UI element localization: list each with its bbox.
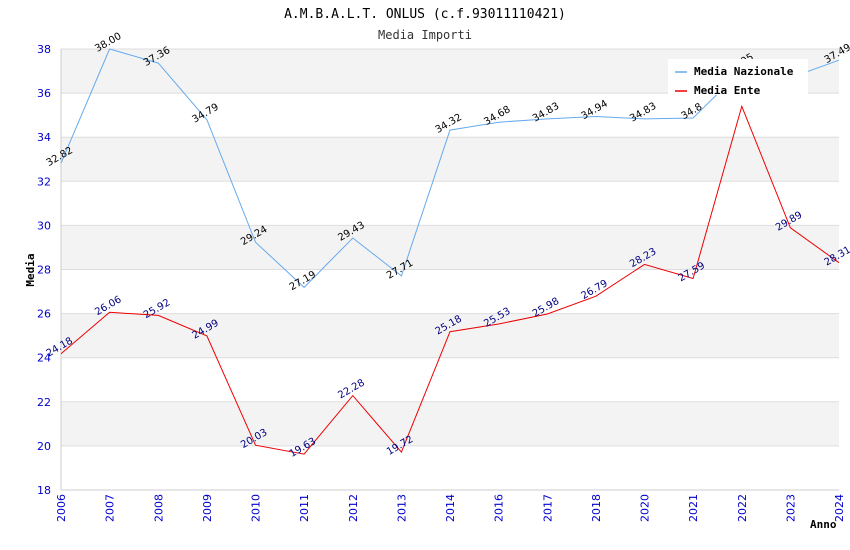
background-band bbox=[61, 181, 839, 226]
background-band bbox=[61, 357, 839, 402]
legend: Media Nazionale Media Ente bbox=[668, 59, 808, 97]
x-tick-label: 2008 bbox=[152, 494, 165, 522]
y-tick-label: 24 bbox=[37, 352, 51, 365]
background-bands bbox=[61, 49, 839, 490]
x-tick-label: 2020 bbox=[639, 494, 652, 522]
x-tick-label: 2022 bbox=[736, 494, 749, 522]
x-tick-label: 2024 bbox=[833, 494, 846, 522]
axes bbox=[60, 49, 839, 491]
background-band bbox=[61, 445, 839, 490]
x-tick-label: 2023 bbox=[784, 494, 797, 522]
series-lines bbox=[60, 48, 840, 455]
x-tick-label: 2013 bbox=[395, 494, 408, 522]
y-tick-label: 26 bbox=[37, 308, 51, 321]
x-tick-label: 2017 bbox=[541, 494, 554, 522]
background-band bbox=[61, 401, 839, 446]
x-tick-label: 2011 bbox=[298, 494, 311, 522]
x-tick-label: 2014 bbox=[444, 494, 457, 522]
series-line-media-ente bbox=[60, 104, 840, 455]
x-tick-label: 2007 bbox=[104, 494, 117, 522]
y-tick-labels: 18 20 22 24 26 28 30 32 34 36 38 bbox=[37, 43, 51, 497]
x-tick-label: 2006 bbox=[55, 494, 68, 522]
background-band bbox=[61, 137, 839, 182]
y-tick-label: 22 bbox=[37, 396, 51, 409]
x-tick-label: 2010 bbox=[250, 494, 263, 522]
x-tick-label: 2009 bbox=[201, 494, 214, 522]
y-axis-label: Media bbox=[24, 253, 37, 286]
y-tick-label: 36 bbox=[37, 87, 51, 100]
x-tick-labels: 2006 2007 2008 2009 2010 2011 2012 2013 2014 2016… bbox=[55, 494, 846, 522]
y-tick-label: 38 bbox=[37, 43, 51, 56]
x-tick-label: 2021 bbox=[687, 494, 700, 522]
x-axis-label: Anno bbox=[810, 518, 837, 531]
y-tick-label: 34 bbox=[37, 131, 51, 144]
x-tick-label: 2012 bbox=[347, 494, 360, 522]
y-tick-label: 30 bbox=[37, 219, 51, 232]
x-tick-label: 2018 bbox=[590, 494, 603, 522]
y-tick-label: 18 bbox=[37, 484, 51, 497]
background-band bbox=[61, 269, 839, 314]
y-tick-label: 32 bbox=[37, 175, 51, 188]
series-line-media-nazionale bbox=[60, 48, 840, 289]
legend-box bbox=[668, 59, 808, 95]
chart-subtitle: Media Importi bbox=[378, 28, 472, 42]
y-tick-label: 28 bbox=[37, 264, 51, 277]
background-band bbox=[61, 313, 839, 358]
y-tick-label: 20 bbox=[37, 440, 51, 453]
chart-title: A.M.B.A.L.T. ONLUS (c.f.93011110421) bbox=[284, 7, 566, 22]
x-tick-label: 2016 bbox=[493, 494, 506, 522]
legend-label-media-nazionale: Media Nazionale bbox=[694, 65, 794, 78]
background-band bbox=[61, 225, 839, 270]
legend-label-media-ente: Media Ente bbox=[694, 84, 761, 97]
